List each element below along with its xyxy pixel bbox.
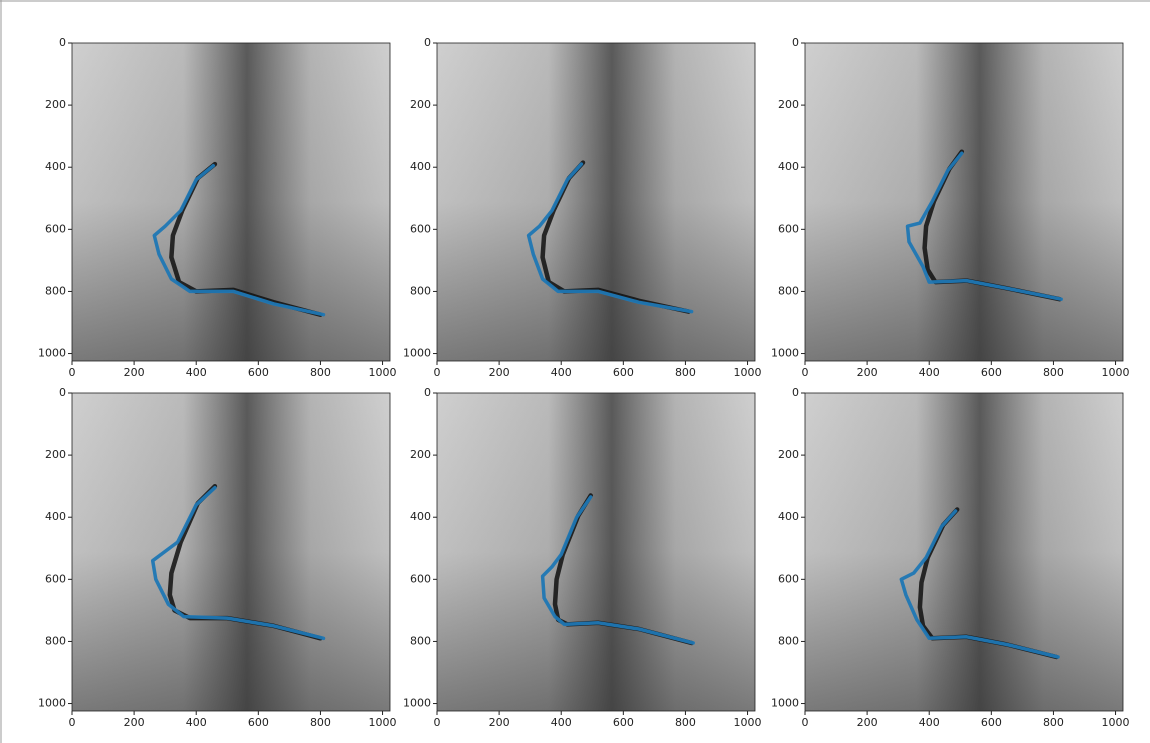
axes-frame xyxy=(804,392,1124,712)
y-tick-label: 1000 xyxy=(403,347,431,360)
x-tick-label: 600 xyxy=(248,366,269,379)
x-tick-label: 600 xyxy=(613,366,634,379)
y-tick-label: 600 xyxy=(778,572,799,585)
y-tick-label: 0 xyxy=(424,386,431,399)
curve xyxy=(150,485,326,641)
y-tick-label: 1000 xyxy=(771,697,799,710)
y-tick-label: 800 xyxy=(778,284,799,297)
x-tick-label: 0 xyxy=(434,366,441,379)
y-tick-label: 0 xyxy=(59,386,66,399)
y-tick-label: 800 xyxy=(410,284,431,297)
y-tick-label: 0 xyxy=(59,36,66,49)
y-tick-label: 600 xyxy=(45,572,66,585)
y-tick-label: 600 xyxy=(410,572,431,585)
x-tick-label: 600 xyxy=(981,366,1002,379)
x-tick-label: 800 xyxy=(1043,366,1064,379)
image-shade xyxy=(805,393,1123,711)
x-tick-label: 400 xyxy=(919,366,940,379)
x-tick-label: 200 xyxy=(489,366,510,379)
y-tick-label: 200 xyxy=(410,98,431,111)
x-tick-label: 0 xyxy=(69,716,76,729)
y-tick-label: 800 xyxy=(778,634,799,647)
y-tick-label: 400 xyxy=(45,510,66,523)
y-tick-label: 200 xyxy=(778,448,799,461)
curve xyxy=(905,151,1063,301)
y-tick-label: 400 xyxy=(778,510,799,523)
x-tick-label: 400 xyxy=(551,716,572,729)
x-tick-label: 0 xyxy=(434,716,441,729)
curve xyxy=(540,495,695,645)
y-tick-label: 800 xyxy=(45,634,66,647)
y-tick-label: 600 xyxy=(778,222,799,235)
y-tick-label: 0 xyxy=(424,36,431,49)
x-tick-label: 200 xyxy=(857,716,878,729)
y-tick-label: 0 xyxy=(792,386,799,399)
x-tick-label: 1000 xyxy=(1102,366,1130,379)
y-tick-label: 800 xyxy=(45,284,66,297)
x-tick-label: 400 xyxy=(551,366,572,379)
x-tick-label: 600 xyxy=(613,716,634,729)
axes-frame xyxy=(804,42,1124,362)
y-tick-label: 600 xyxy=(45,222,66,235)
y-tick-label: 1000 xyxy=(38,347,66,360)
axes-frame xyxy=(436,392,756,712)
x-tick-label: 400 xyxy=(186,366,207,379)
x-tick-label: 0 xyxy=(802,366,809,379)
y-tick-label: 200 xyxy=(410,448,431,461)
image-shade xyxy=(72,43,390,361)
x-tick-label: 800 xyxy=(310,366,331,379)
x-tick-label: 1000 xyxy=(734,366,762,379)
x-tick-label: 600 xyxy=(248,716,269,729)
x-tick-label: 200 xyxy=(124,366,145,379)
image-shade xyxy=(805,43,1123,361)
x-tick-label: 800 xyxy=(1043,716,1064,729)
y-tick-label: 400 xyxy=(778,160,799,173)
x-tick-label: 200 xyxy=(857,366,878,379)
x-tick-label: 800 xyxy=(310,716,331,729)
x-tick-label: 400 xyxy=(186,716,207,729)
axes-frame xyxy=(71,392,391,712)
x-tick-label: 400 xyxy=(919,716,940,729)
axes-frame xyxy=(71,42,391,362)
x-tick-label: 1000 xyxy=(369,366,397,379)
x-tick-label: 0 xyxy=(802,716,809,729)
y-tick-label: 600 xyxy=(410,222,431,235)
x-tick-label: 1000 xyxy=(1102,716,1130,729)
curve xyxy=(152,163,326,317)
curve xyxy=(899,509,1060,659)
x-tick-label: 600 xyxy=(981,716,1002,729)
y-tick-label: 800 xyxy=(410,634,431,647)
curve xyxy=(526,162,694,314)
x-tick-label: 1000 xyxy=(369,716,397,729)
x-tick-label: 1000 xyxy=(734,716,762,729)
y-tick-label: 0 xyxy=(792,36,799,49)
image-shade xyxy=(72,393,390,711)
x-tick-label: 0 xyxy=(69,366,76,379)
axes-frame xyxy=(436,42,756,362)
y-tick-label: 400 xyxy=(410,160,431,173)
y-tick-label: 200 xyxy=(45,98,66,111)
x-tick-label: 800 xyxy=(675,716,696,729)
y-tick-label: 1000 xyxy=(771,347,799,360)
y-tick-label: 1000 xyxy=(38,697,66,710)
y-tick-label: 1000 xyxy=(403,697,431,710)
image-shade xyxy=(437,43,755,361)
image-shade xyxy=(437,393,755,711)
x-tick-label: 200 xyxy=(124,716,145,729)
x-tick-label: 200 xyxy=(489,716,510,729)
y-tick-label: 400 xyxy=(45,160,66,173)
y-tick-label: 400 xyxy=(410,510,431,523)
y-tick-label: 200 xyxy=(45,448,66,461)
y-tick-label: 200 xyxy=(778,98,799,111)
x-tick-label: 800 xyxy=(675,366,696,379)
